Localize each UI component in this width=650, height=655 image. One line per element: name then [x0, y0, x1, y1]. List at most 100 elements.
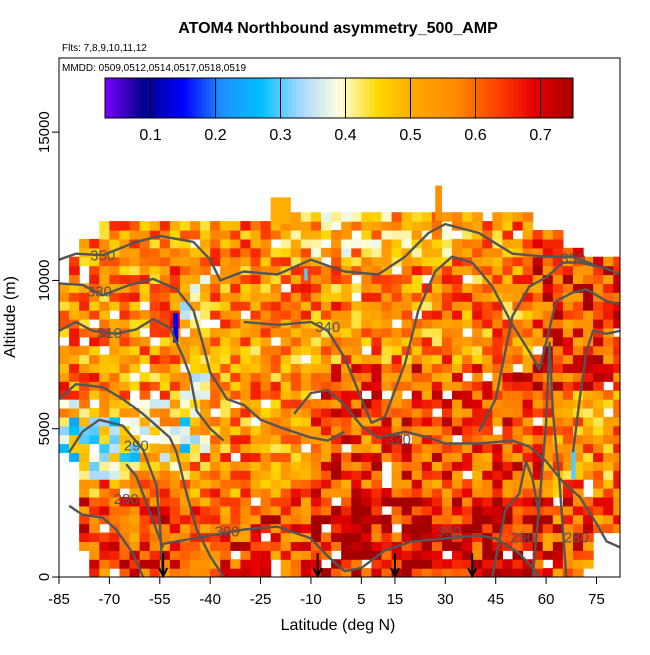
heatmap-cell — [421, 514, 433, 525]
heatmap-cell — [230, 407, 242, 418]
heatmap-cell — [411, 443, 423, 454]
heatmap-cell — [79, 514, 90, 525]
heatmap-cell — [431, 247, 443, 258]
heatmap-cell — [99, 479, 110, 489]
heatmap-cell — [351, 283, 362, 293]
heatmap-cell — [502, 559, 514, 569]
colorbar-swatch — [385, 78, 391, 118]
heatmap-cell — [512, 390, 524, 400]
heatmap-cell — [129, 221, 141, 231]
heatmap-cell — [522, 318, 534, 329]
heatmap-cell — [220, 496, 231, 507]
heatmap-cell — [300, 461, 312, 471]
heatmap-cell — [149, 407, 161, 418]
heatmap-cell — [139, 550, 151, 560]
heatmap-cell — [119, 310, 131, 320]
heatmap-cell — [179, 310, 191, 320]
heatmap-cell — [411, 247, 423, 258]
heatmap-cell — [431, 399, 443, 409]
heatmap-cell — [361, 247, 373, 258]
heatmap-cell — [331, 479, 342, 489]
heatmap-cell — [583, 443, 594, 454]
heatmap-cell — [512, 470, 524, 480]
heatmap-cell — [562, 381, 574, 391]
colorbar-swatch — [307, 78, 313, 118]
heatmap-cell — [210, 470, 221, 480]
heatmap-cell — [421, 372, 433, 382]
heatmap-cell — [230, 301, 242, 311]
heatmap-cell — [210, 310, 221, 320]
heatmap-cell — [462, 550, 473, 560]
heatmap-cell — [220, 532, 231, 543]
heatmap-cell — [129, 488, 141, 498]
heatmap-cell — [260, 221, 272, 231]
heatmap-cell — [502, 212, 514, 222]
heatmap-cell — [522, 568, 534, 577]
heatmap-cell — [230, 434, 242, 445]
heatmap-cell — [321, 221, 332, 231]
heatmap-cell — [401, 496, 413, 507]
heatmap-cell — [603, 416, 614, 427]
heatmap-cell — [502, 452, 514, 462]
x-tick-label: 15 — [387, 591, 404, 608]
heatmap-cell — [441, 372, 453, 382]
colorbar-swatch — [261, 78, 266, 118]
heatmap-cell — [119, 283, 131, 293]
heatmap-cell — [129, 336, 141, 347]
heatmap-cell — [159, 541, 171, 551]
heatmap-cell — [482, 230, 493, 240]
heatmap-cell — [522, 310, 534, 320]
heatmap-cell — [109, 399, 121, 409]
heatmap-cell — [79, 318, 90, 329]
heatmap-cell — [240, 514, 252, 525]
heatmap-cell — [462, 559, 473, 569]
heatmap-cell — [361, 336, 373, 347]
heatmap-cell — [179, 407, 191, 418]
heatmap-cell — [250, 310, 262, 320]
heatmap-cell — [69, 283, 80, 293]
heatmap-cell — [371, 514, 383, 525]
heatmap-cell — [492, 407, 504, 418]
heatmap-cell — [532, 381, 544, 391]
heatmap-cell — [502, 265, 514, 276]
heatmap-cell — [431, 221, 443, 231]
heatmap-cell — [169, 550, 181, 560]
heatmap-cell — [542, 256, 554, 267]
heatmap-cell — [502, 479, 514, 489]
heatmap-cell — [230, 363, 242, 373]
heatmap-cell — [401, 407, 413, 418]
heatmap-cell — [603, 292, 614, 302]
heatmap-cell — [310, 470, 322, 480]
heatmap-cell — [310, 505, 322, 516]
heatmap-cell — [321, 318, 332, 329]
heatmap-cell — [522, 425, 534, 436]
heatmap-cell — [522, 256, 534, 267]
colorbar-swatch — [194, 78, 200, 118]
heatmap-cell — [472, 532, 483, 543]
heatmap-cell — [109, 434, 121, 445]
colorbar-swatch — [350, 78, 356, 118]
heatmap-cell — [331, 283, 342, 293]
heatmap-cell — [441, 381, 453, 391]
heatmap-cell — [179, 523, 191, 534]
heatmap-cell — [290, 425, 302, 436]
heatmap-cell — [270, 550, 282, 560]
heatmap-cell — [421, 541, 433, 551]
heatmap-cell — [562, 301, 574, 311]
heatmap-cell — [139, 470, 151, 480]
heatmap-cell — [552, 274, 564, 284]
heatmap-cell — [270, 434, 282, 445]
heatmap-cell — [351, 212, 362, 222]
heatmap-cell — [300, 238, 312, 249]
heatmap-cell — [593, 443, 604, 454]
heatmap-cell — [351, 247, 362, 258]
heatmap-cell — [542, 265, 554, 276]
heatmap-cell — [310, 559, 322, 569]
heatmap-cell — [280, 452, 292, 462]
heatmap-cell — [512, 434, 524, 445]
heatmap-cell — [391, 505, 403, 516]
heatmap-cell — [472, 221, 483, 231]
heatmap-cell — [69, 274, 80, 284]
heatmap-cell — [79, 443, 90, 454]
heatmap-cell — [371, 274, 383, 284]
